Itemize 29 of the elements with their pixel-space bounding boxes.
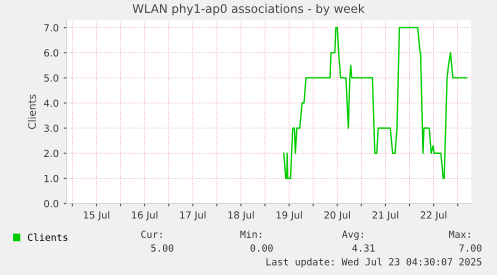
text: Cur: — [141, 230, 162, 238]
y-tick-label: 7.0 — [44, 24, 58, 32]
text: Max: — [449, 230, 470, 238]
x-tick-label: 19 Jul — [276, 211, 302, 220]
x-tick-label: 21 Jul — [372, 211, 398, 220]
x-tick-label: 15 Jul — [84, 211, 110, 220]
text: 4.31 — [352, 244, 375, 252]
y-tick-label: 2.0 — [44, 150, 58, 158]
text: Min: — [240, 230, 262, 238]
y-tick-label: 0.0 — [44, 200, 58, 208]
y-axis-title: Clients — [28, 94, 36, 129]
x-tick-label: 18 Jul — [228, 211, 254, 220]
text: 7.00 — [459, 244, 482, 252]
x-tick-label: 22 Jul — [420, 211, 446, 220]
y-tick-label: 4.0 — [44, 99, 58, 107]
text: 0.00 — [250, 244, 273, 252]
y-tick-label: 6.0 — [44, 49, 58, 57]
chart-title: WLAN phy1-ap0 associations - by week — [132, 4, 365, 16]
text: Avg: — [342, 230, 363, 240]
line-series — [283, 26, 468, 180]
y-tick-label: 1.0 — [44, 174, 58, 182]
x-tick-label: 20 Jul — [324, 211, 350, 220]
text: Last update: Wed Jul 23 04:30:07 2025 — [266, 258, 482, 268]
x-tick-label: 17 Jul — [180, 211, 206, 220]
legend-label: Clients — [28, 233, 68, 241]
text: 5.00 — [151, 244, 174, 252]
y-tick-label: 5.0 — [44, 74, 58, 82]
x-tick-label: 16 Jul — [132, 211, 158, 220]
y-tick-label: 3.0 — [44, 124, 58, 132]
